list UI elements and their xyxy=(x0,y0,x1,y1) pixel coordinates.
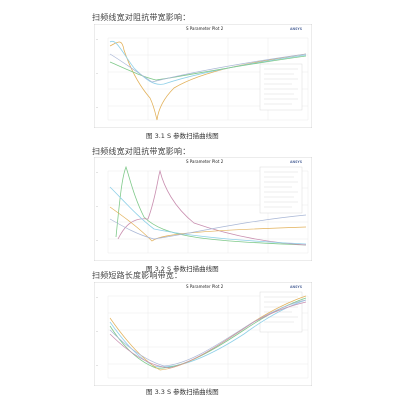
series-line xyxy=(117,169,307,246)
svg-text:--: -- xyxy=(96,38,98,41)
series-line xyxy=(115,165,307,246)
series-line xyxy=(109,214,307,240)
s-parameter-plot: S Parameter Plot 2 ANSYS -- - xyxy=(94,157,312,261)
svg-text:--: -- xyxy=(96,72,98,75)
series-line xyxy=(109,301,307,369)
series-line xyxy=(109,299,307,368)
plot-title: S Parameter Plot 2 xyxy=(186,26,224,31)
figure-caption: 图 3.2 S 参数扫描曲线图 xyxy=(146,265,219,273)
series-line xyxy=(109,299,307,367)
plot-title: S Parameter Plot 2 xyxy=(186,159,224,164)
svg-text:--: -- xyxy=(96,239,98,242)
series-line xyxy=(109,53,307,83)
ansys-logo: ANSYS xyxy=(290,285,303,289)
legend-box xyxy=(259,63,303,111)
s-parameter-plot: S Parameter Plot 2 ANSYS -- -- -- xyxy=(94,24,312,128)
s-parameter-plot: S Parameter Plot 2 ANSYS -- -- -- xyxy=(94,282,312,386)
section-heading: 扫频线宽对阻抗带宽影响： xyxy=(92,13,191,22)
svg-text:--: -- xyxy=(96,330,98,333)
figure-caption: 图 3.1 S 参数扫描曲线图 xyxy=(146,132,219,140)
plot-title: S Parameter Plot 2 xyxy=(186,284,224,289)
svg-text:--: -- xyxy=(96,171,98,174)
section-heading: 扫频线宽对阻抗带宽影响： xyxy=(92,147,191,156)
legend-box xyxy=(259,166,303,214)
svg-text:--: -- xyxy=(96,205,98,208)
section-heading: 扫频短路长度影响带宽： xyxy=(92,271,183,280)
ansys-logo: ANSYS xyxy=(290,160,303,164)
series-line xyxy=(109,186,307,245)
svg-text:--: -- xyxy=(96,296,98,299)
figure-caption: 图 3.3 S 参数扫描曲线图 xyxy=(146,388,219,396)
svg-text:--: -- xyxy=(96,106,98,109)
svg-text:--: -- xyxy=(96,364,98,367)
ansys-logo: ANSYS xyxy=(290,27,303,31)
series-line xyxy=(109,41,307,121)
